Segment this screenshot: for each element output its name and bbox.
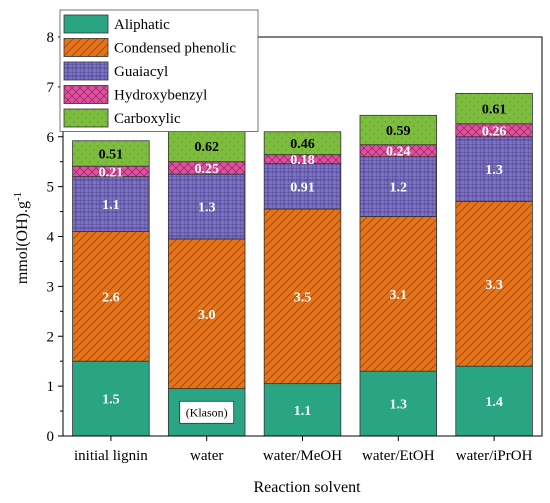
legend: Aliphatic Condensed phenolic Guaiacyl Hydro… — [59, 9, 259, 132]
x-axis-title: Reaction solvent — [253, 479, 361, 496]
data-label-water-meoh-condensed-phenolic: 3.5 — [294, 290, 312, 305]
y-tick-label: 0 — [47, 429, 55, 445]
data-label-water-iproh-guaiacyl: 1.3 — [485, 163, 503, 178]
legend-swatch-guaiacyl — [63, 61, 109, 81]
data-label-water-guaiacyl: 1.3 — [198, 201, 216, 216]
data-label-water-hydroxybenzyl: 0.25 — [194, 162, 219, 177]
y-tick-label: 2 — [47, 329, 55, 345]
data-label-initial-lignin-condensed-phenolic: 2.6 — [102, 290, 120, 305]
bar-water-meoh-guaiacyl — [263, 163, 342, 210]
bar-water-iproh-guaiacyl — [455, 136, 533, 202]
bar-water-iproh-condensed-phenolic — [455, 201, 533, 367]
data-label-water-etoh-carboxylic: 0.59 — [386, 124, 411, 139]
x-tick-label: initial lignin — [74, 448, 148, 464]
x-tick-label: water — [190, 448, 223, 464]
annotation-box — [179, 400, 235, 424]
data-label-water-meoh-aliphatic: 1.1 — [294, 404, 312, 419]
data-label-water-iproh-carboxylic: 0.61 — [482, 103, 507, 118]
data-label-initial-lignin-carboxylic: 0.51 — [99, 147, 124, 162]
legend-label-guaiacyl: Guaiacyl — [114, 64, 168, 80]
bar-water-etoh-aliphatic — [359, 370, 438, 437]
bar-water-condensed-phenolic — [167, 238, 246, 390]
annotation-klason: (Klason) — [179, 400, 235, 424]
annotation-text: (Klason) — [186, 405, 228, 419]
data-label-water-iproh-aliphatic: 1.4 — [485, 395, 503, 410]
bar-water-meoh-condensed-phenolic — [263, 208, 342, 385]
bar-water-iproh-carboxylic — [455, 92, 533, 125]
x-tick-label: water/MeOH — [263, 448, 342, 464]
data-label-water-etoh-condensed-phenolic: 3.1 — [390, 288, 408, 303]
data-label-water-iproh-condensed-phenolic: 3.3 — [485, 278, 503, 293]
bar-water-guaiacyl — [167, 173, 246, 240]
legend-swatch-condensed-phenolic — [63, 38, 109, 57]
data-label-water-etoh-aliphatic: 1.3 — [390, 398, 408, 413]
data-label-water-meoh-carboxylic: 0.46 — [290, 137, 315, 152]
data-label-water-carboxylic: 0.62 — [194, 140, 219, 155]
legend-label-condensed-phenolic: Condensed phenolic — [114, 41, 236, 57]
bar-water-etoh-carboxylic — [359, 114, 438, 146]
bar-initial-lignin-aliphatic — [72, 360, 150, 437]
legend-swatch-hydroxybenzyl — [63, 85, 109, 104]
data-label-water-iproh-hydroxybenzyl: 0.26 — [482, 124, 507, 139]
y-tick-label: 4 — [47, 230, 55, 246]
bar-water-iproh-aliphatic — [455, 365, 533, 437]
x-tick-label: water/iPrOH — [456, 448, 533, 464]
bar-water-etoh-condensed-phenolic — [359, 216, 438, 372]
y-axis-title: mmol(OH).g-1 — [12, 192, 31, 284]
data-label-water-etoh-hydroxybenzyl: 0.24 — [386, 145, 411, 160]
bar-water-meoh-carboxylic — [263, 131, 342, 156]
data-label-initial-lignin-hydroxybenzyl: 0.21 — [99, 165, 124, 180]
y-tick-label: 7 — [47, 80, 55, 96]
plot-area: 1.5 2.6 1.1 0.21 0.51 3.0 1.3 0.25 0.62 1.1 3.5 0.9… — [72, 92, 533, 437]
y-tick-label: 3 — [47, 279, 55, 295]
legend-swatch-carboxylic — [63, 108, 109, 128]
y-tick-label: 5 — [47, 180, 55, 196]
data-label-water-meoh-hydroxybenzyl: 0.18 — [290, 153, 315, 168]
legend-swatch-aliphatic — [63, 14, 109, 34]
y-tick-label: 8 — [47, 30, 55, 46]
data-label-initial-lignin-aliphatic: 1.5 — [102, 393, 120, 408]
bar-water-meoh-aliphatic — [263, 383, 342, 437]
y-tick-label: 1 — [47, 379, 55, 395]
data-label-water-etoh-guaiacyl: 1.2 — [390, 181, 408, 196]
legend-label-aliphatic: Aliphatic — [114, 17, 170, 33]
legend-label-carboxylic: Carboxylic — [114, 111, 181, 127]
data-label-initial-lignin-guaiacyl: 1.1 — [102, 198, 120, 213]
x-tick-label: water/EtOH — [362, 448, 435, 464]
bar-initial-lignin-carboxylic — [72, 140, 150, 167]
bar-water-etoh-guaiacyl — [359, 156, 438, 217]
bar-initial-lignin-condensed-phenolic — [72, 231, 150, 362]
y-tick-label: 6 — [47, 130, 55, 146]
legend-label-hydroxybenzyl: Hydroxybenzyl — [114, 88, 207, 104]
data-label-water-meoh-guaiacyl: 0.91 — [290, 180, 315, 195]
data-label-water-condensed-phenolic: 3.0 — [198, 308, 216, 323]
axes: 0 1 2 3 4 5 6 7 8 initial lignin water water/MeOH wa… — [47, 30, 543, 464]
y-axis-title-main: mmol(OH).g — [14, 201, 31, 284]
y-axis-title-superscript: -1 — [12, 192, 24, 201]
